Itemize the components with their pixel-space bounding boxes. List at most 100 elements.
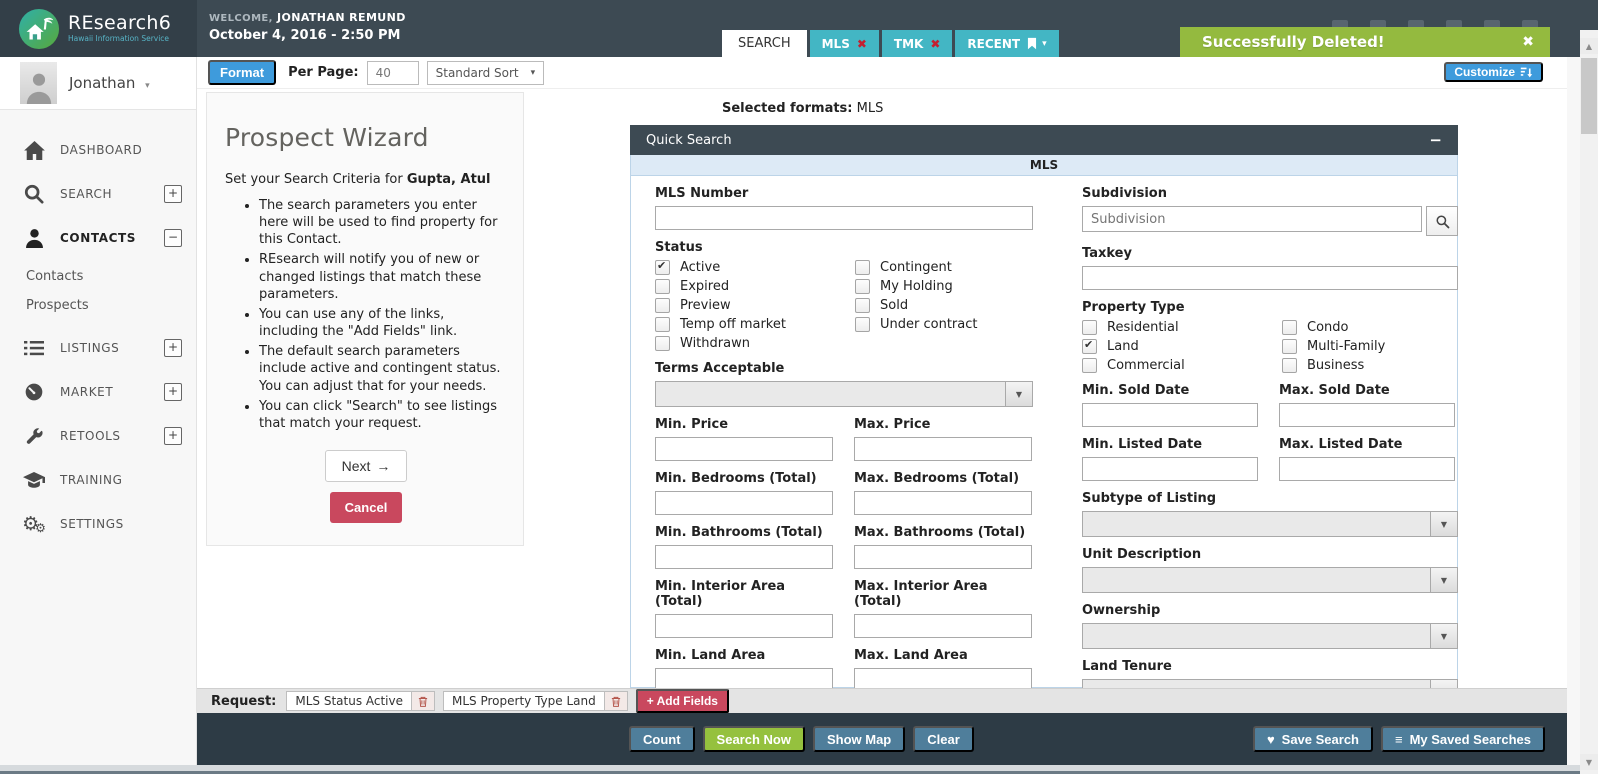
- max-bedrooms-input[interactable]: [854, 491, 1032, 515]
- show-map-button[interactable]: Show Map: [812, 726, 906, 752]
- expand-plus-icon[interactable]: +: [164, 339, 182, 357]
- max-price-input[interactable]: [854, 437, 1032, 461]
- menu-icon[interactable]: [1522, 20, 1538, 30]
- expand-plus-icon[interactable]: +: [164, 383, 182, 401]
- sidebar-item-settings[interactable]: ⚙ ⚙ SETTINGS: [22, 512, 124, 535]
- subdivision-search-button[interactable]: [1426, 206, 1458, 236]
- max-bathrooms-input[interactable]: [854, 545, 1032, 569]
- chevron-down-icon[interactable]: ▼: [1430, 624, 1457, 648]
- checkbox-condo[interactable]: Condo: [1282, 320, 1458, 335]
- save-search-button[interactable]: ♥ Save Search: [1252, 726, 1373, 752]
- next-button[interactable]: Next →: [324, 450, 408, 483]
- tab-mls[interactable]: MLS ✖: [809, 30, 879, 57]
- quick-search-header[interactable]: Quick Search −: [630, 125, 1458, 155]
- chevron-down-icon[interactable]: ▼: [1005, 382, 1032, 406]
- add-fields-button[interactable]: + Add Fields: [635, 689, 729, 713]
- sidebar-item-market[interactable]: MARKET +: [0, 370, 196, 414]
- sidebar-item-contacts[interactable]: CONTACTS −: [0, 216, 196, 260]
- vertical-scrollbar[interactable]: ▲ ▼: [1580, 30, 1598, 774]
- checkbox-my-holding[interactable]: My Holding: [855, 279, 1033, 294]
- chevron-down-icon[interactable]: ▼: [1430, 568, 1457, 592]
- help-icon[interactable]: [1484, 20, 1500, 30]
- chevron-down-icon[interactable]: ▼: [1430, 680, 1457, 688]
- format-button[interactable]: Format: [208, 60, 277, 85]
- tab-recent[interactable]: RECENT ▾: [955, 30, 1059, 57]
- expand-plus-icon[interactable]: +: [164, 427, 182, 445]
- min-interior-area-input[interactable]: [655, 614, 833, 638]
- tab-tmk[interactable]: TMK ✖: [881, 30, 953, 57]
- max-interior-area-label: Max. Interior Area (Total): [854, 579, 988, 609]
- min-land-area-input[interactable]: [655, 668, 833, 688]
- subtype-of-listing-select[interactable]: ▼: [1082, 511, 1458, 537]
- mls-number-input[interactable]: [655, 206, 1033, 230]
- search-tabs: SEARCH MLS ✖ TMK ✖ RECENT ▾: [722, 30, 1059, 57]
- taxkey-input[interactable]: [1082, 266, 1458, 290]
- sidebar-item-retools[interactable]: RETOOLS +: [0, 414, 196, 458]
- checkbox-temp-off-market[interactable]: Temp off market: [655, 317, 855, 332]
- scroll-up-arrow-icon[interactable]: ▲: [1580, 38, 1598, 54]
- profile-icon[interactable]: [1408, 20, 1424, 30]
- sidebar-item-search[interactable]: SEARCH +: [0, 172, 196, 216]
- notification-close-icon[interactable]: ✖: [1522, 34, 1534, 50]
- min-price-input[interactable]: [655, 437, 833, 461]
- checkbox-withdrawn[interactable]: Withdrawn: [655, 336, 855, 351]
- sort-select[interactable]: Standard Sort ▾: [426, 60, 545, 85]
- expand-plus-icon[interactable]: +: [164, 185, 182, 203]
- close-tab-icon[interactable]: ✖: [856, 36, 867, 51]
- sidebar-item-listings[interactable]: LISTINGS +: [0, 326, 196, 370]
- max-sold-date-input[interactable]: [1279, 403, 1455, 427]
- land-tenure-select[interactable]: ▼: [1082, 679, 1458, 688]
- checkbox-contingent[interactable]: Contingent: [855, 260, 1033, 275]
- scroll-down-arrow-icon[interactable]: ▼: [1580, 754, 1598, 770]
- checkbox-land[interactable]: Land: [1082, 338, 1282, 354]
- sidebar-item-training[interactable]: TRAINING: [0, 458, 196, 502]
- min-sold-date-input[interactable]: [1082, 403, 1258, 427]
- max-interior-area-input[interactable]: [854, 614, 1032, 638]
- sidebar-subitem-contacts[interactable]: Contacts: [26, 269, 84, 284]
- checkbox-preview[interactable]: Preview: [655, 298, 855, 313]
- scrollbar-thumb[interactable]: [1581, 58, 1597, 134]
- print-icon[interactable]: [1370, 20, 1386, 30]
- collapse-panel-icon[interactable]: −: [1429, 130, 1442, 149]
- contact-name: Gupta, Atul: [406, 172, 491, 187]
- checkbox-commercial[interactable]: Commercial: [1082, 358, 1282, 373]
- customize-button[interactable]: Customize: [1444, 62, 1543, 82]
- chevron-down-icon[interactable]: ▼: [1430, 512, 1457, 536]
- delete-chip-button[interactable]: [604, 691, 628, 711]
- checkbox-multi-family[interactable]: Multi-Family: [1282, 339, 1458, 354]
- subdivision-input[interactable]: [1082, 206, 1422, 232]
- clear-button[interactable]: Clear: [913, 726, 974, 752]
- checkbox-sold[interactable]: Sold: [855, 298, 1033, 313]
- search-now-button[interactable]: Search Now: [702, 726, 805, 752]
- close-tab-icon[interactable]: ✖: [930, 36, 941, 51]
- checkbox-active[interactable]: Active: [655, 259, 855, 275]
- checkbox-residential[interactable]: Residential: [1082, 320, 1282, 335]
- min-bathrooms-input[interactable]: [655, 545, 833, 569]
- per-page-input[interactable]: [366, 60, 419, 85]
- min-bedrooms-input[interactable]: [655, 491, 833, 515]
- count-button[interactable]: Count: [629, 726, 695, 752]
- wizard-title: Prospect Wizard: [225, 123, 429, 152]
- terms-acceptable-select[interactable]: ▼: [655, 381, 1033, 407]
- my-saved-searches-button[interactable]: ≡ My Saved Searches: [1381, 726, 1545, 752]
- stats-icon[interactable]: [1446, 20, 1462, 30]
- collapse-minus-icon[interactable]: −: [164, 229, 182, 247]
- max-land-area-input[interactable]: [854, 668, 1032, 688]
- sidebar-item-dashboard[interactable]: DASHBOARD: [0, 128, 196, 172]
- tab-search[interactable]: SEARCH: [722, 30, 807, 57]
- min-listed-date-input[interactable]: [1082, 457, 1258, 481]
- sidebar-subitem-prospects[interactable]: Prospects: [26, 298, 89, 313]
- checkbox-business[interactable]: Business: [1282, 358, 1458, 373]
- form-right-column: Subdivision Taxkey Property Type Residen…: [1082, 182, 1458, 688]
- unit-description-select[interactable]: ▼: [1082, 567, 1458, 593]
- delete-chip-button[interactable]: [412, 691, 436, 711]
- logo[interactable]: REsearch6 Hawaii Information Service: [0, 0, 197, 57]
- checkbox-under-contract[interactable]: Under contract: [855, 317, 1033, 332]
- max-listed-date-input[interactable]: [1279, 457, 1455, 481]
- user-menu[interactable]: Jonathan ▾: [0, 57, 196, 110]
- mail-icon[interactable]: [1332, 20, 1348, 30]
- cancel-button[interactable]: Cancel: [329, 492, 403, 524]
- checkbox-expired[interactable]: Expired: [655, 279, 855, 294]
- ownership-select[interactable]: ▼: [1082, 623, 1458, 649]
- bookmark-icon: [1027, 37, 1037, 50]
